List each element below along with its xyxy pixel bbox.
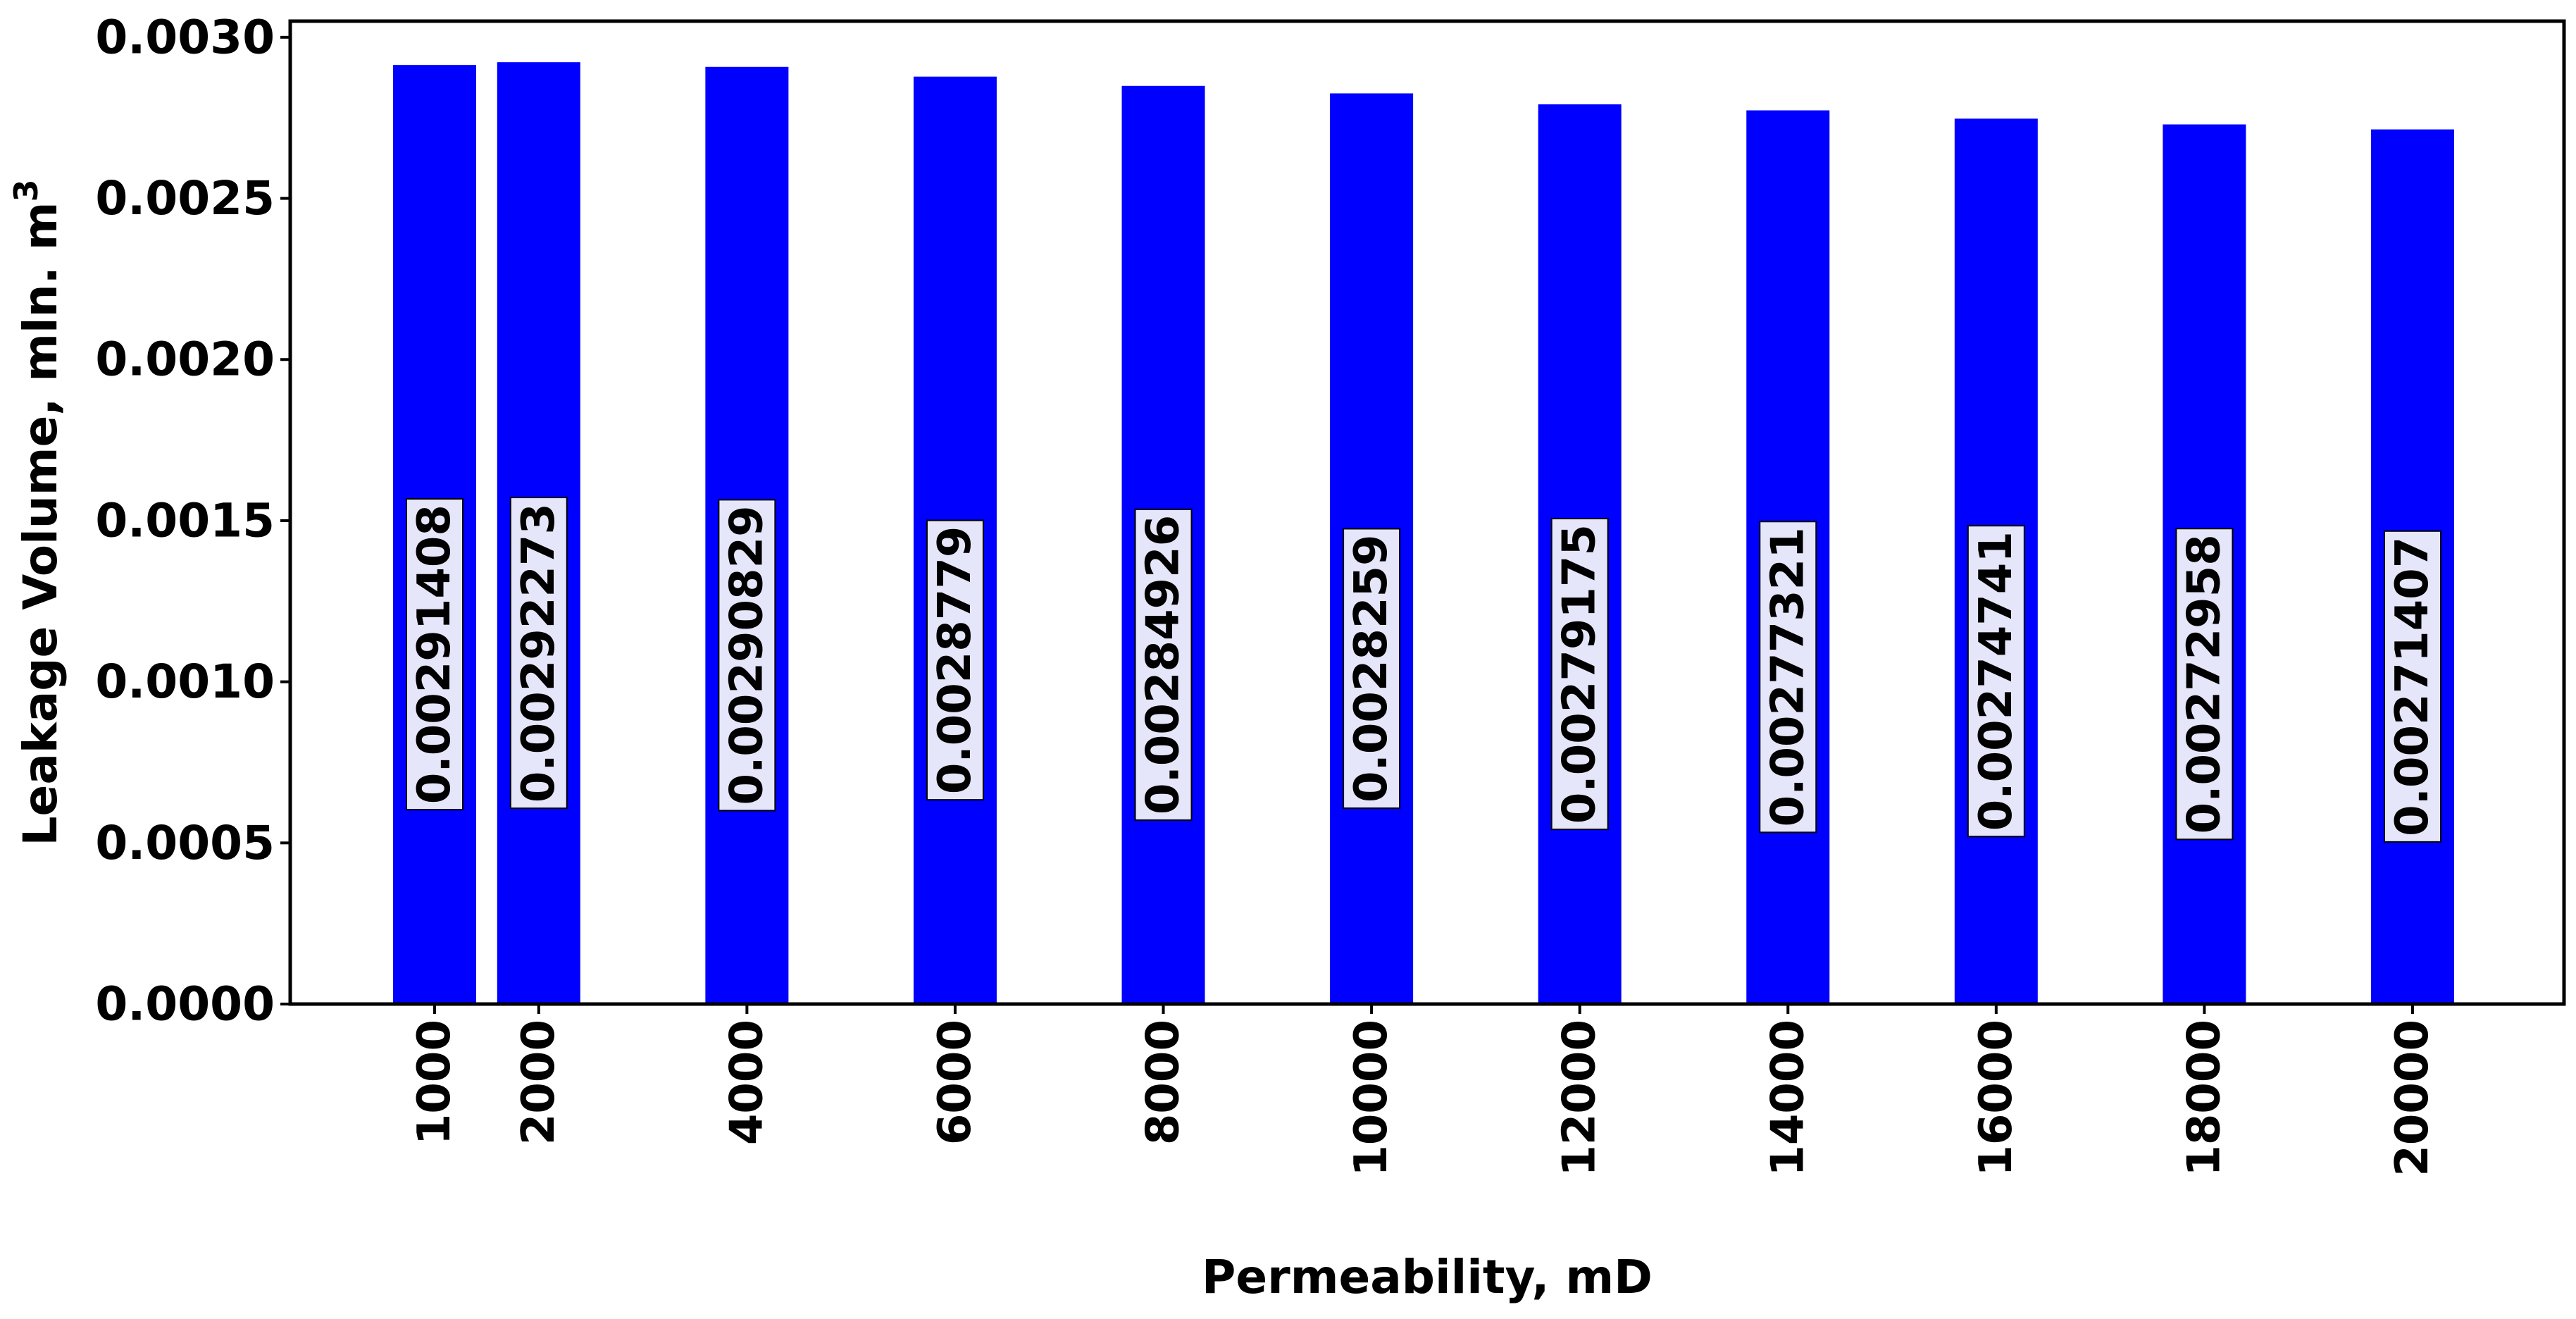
bar-value-label-box	[406, 498, 463, 811]
plot-frame	[288, 19, 2566, 1006]
bar-value-label: 0.00272958	[2175, 528, 2234, 841]
bar-value-label: 0.0028779	[926, 519, 984, 801]
bar-value-label-text: 0.00284926	[1138, 515, 1190, 815]
y-tick-label: 0.0015	[95, 493, 275, 547]
x-axis-title: Permeability, mD	[1202, 1250, 1653, 1304]
bar-value-label: 0.00284926	[1134, 508, 1193, 821]
bar-value-label-text: 0.00292273	[513, 503, 565, 803]
x-tick-label: 2000	[513, 1020, 565, 1145]
bar-value-label-box	[2175, 528, 2234, 841]
x-tick-label: 18000	[2178, 1020, 2230, 1177]
y-tick-label: 0.0025	[95, 171, 275, 225]
bar-value-label-box	[926, 519, 984, 801]
bar-value-label-box	[1343, 528, 1401, 810]
bar-value-label: 0.0028259	[1343, 528, 1401, 810]
x-tick-label: 12000	[1554, 1020, 1606, 1177]
x-tick-label: 14000	[1762, 1020, 1814, 1177]
y-tick-label: 0.0000	[95, 977, 275, 1032]
x-tick-label: 1000	[409, 1020, 461, 1145]
bar-value-label-box	[1134, 508, 1193, 821]
y-tick-label: 0.0010	[95, 655, 275, 709]
bar-value-label-box	[2384, 530, 2441, 843]
bar-value-label: 0.00277321	[1759, 521, 1817, 834]
bar-value-label-text: 0.00291408	[409, 504, 461, 804]
y-axis-title: Leakage Volume, mln. m3	[7, 180, 68, 846]
bar-value-label-box	[718, 499, 776, 812]
y-tick-label: 0.0020	[95, 333, 275, 387]
bar-value-label-text: 0.00271407	[2387, 537, 2439, 836]
bar-value-label: 0.00274741	[1967, 525, 2025, 838]
x-tick-label: 16000	[1970, 1020, 2022, 1177]
x-tick-label: 8000	[1138, 1020, 1190, 1145]
y-tick-label: 0.0030	[95, 10, 275, 64]
x-tick-label: 4000	[721, 1020, 773, 1145]
bar-value-label-box	[509, 497, 568, 810]
bar-value-label: 0.00279175	[1550, 518, 1609, 831]
x-tick-label: 20000	[2387, 1020, 2439, 1177]
bar-value-label-box	[1759, 521, 1817, 834]
bar-value-label-box	[1550, 518, 1609, 831]
bar-value-label: 0.00271407	[2384, 530, 2441, 843]
bar-value-label-text: 0.0028259	[1345, 534, 1398, 803]
bar-value-label: 0.00290829	[718, 499, 776, 812]
x-tick-label: 10000	[1345, 1020, 1398, 1177]
bar-value-label: 0.00292273	[509, 497, 568, 810]
bar-value-label-text: 0.0028779	[929, 526, 981, 795]
x-tick-label: 6000	[929, 1020, 981, 1145]
bar-value-label-text: 0.00272958	[2178, 534, 2230, 834]
bar-value-label-text: 0.00290829	[721, 505, 773, 805]
y-axis-title-superscript: 3	[7, 180, 45, 202]
bar-value-label-text: 0.00279175	[1554, 524, 1606, 824]
y-axis-title-text: Leakage Volume, mln. m	[13, 202, 68, 846]
y-tick-label: 0.0005	[95, 816, 275, 870]
bar-value-label-text: 0.00274741	[1970, 531, 2022, 831]
bar-value-label-box	[1967, 525, 2025, 838]
bar-value-label: 0.00291408	[406, 498, 463, 811]
bar-value-label-text: 0.00277321	[1762, 527, 1814, 826]
